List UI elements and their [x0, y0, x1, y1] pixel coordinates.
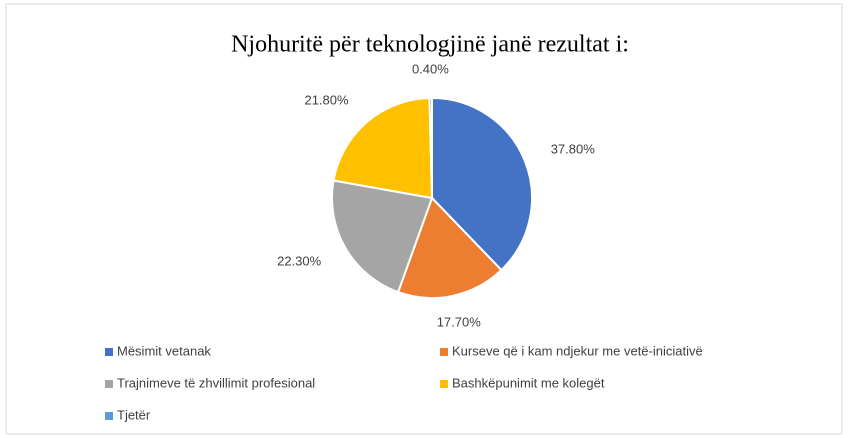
legend-swatch — [440, 348, 448, 356]
legend-swatch — [105, 380, 113, 388]
data-label: 0.40% — [412, 61, 449, 76]
pie-slice — [431, 96, 533, 272]
legend-swatch — [105, 348, 113, 356]
data-label: 22.30% — [277, 254, 322, 269]
legend-swatch — [440, 380, 448, 388]
legend-label: Bashkëpunimit me kolegët — [452, 375, 605, 390]
data-label: 21.80% — [304, 92, 349, 107]
legend-label: Trajnimeve të zhvillimit profesional — [117, 375, 315, 390]
data-label: 17.70% — [437, 315, 482, 330]
pie-slice — [331, 179, 434, 294]
pie-slice — [428, 96, 433, 199]
legend-label: Kurseve që i kam ndjekur me vetë-iniciat… — [452, 343, 703, 358]
legend-swatch — [105, 412, 113, 420]
chart-title: Njohuritë për teknologjinë janë rezultat… — [231, 32, 629, 58]
legend-label: Mësimit vetanak — [117, 343, 211, 358]
pie-slice — [332, 97, 434, 200]
legend-label: Tjetër — [117, 407, 151, 422]
data-label: 37.80% — [551, 142, 596, 157]
